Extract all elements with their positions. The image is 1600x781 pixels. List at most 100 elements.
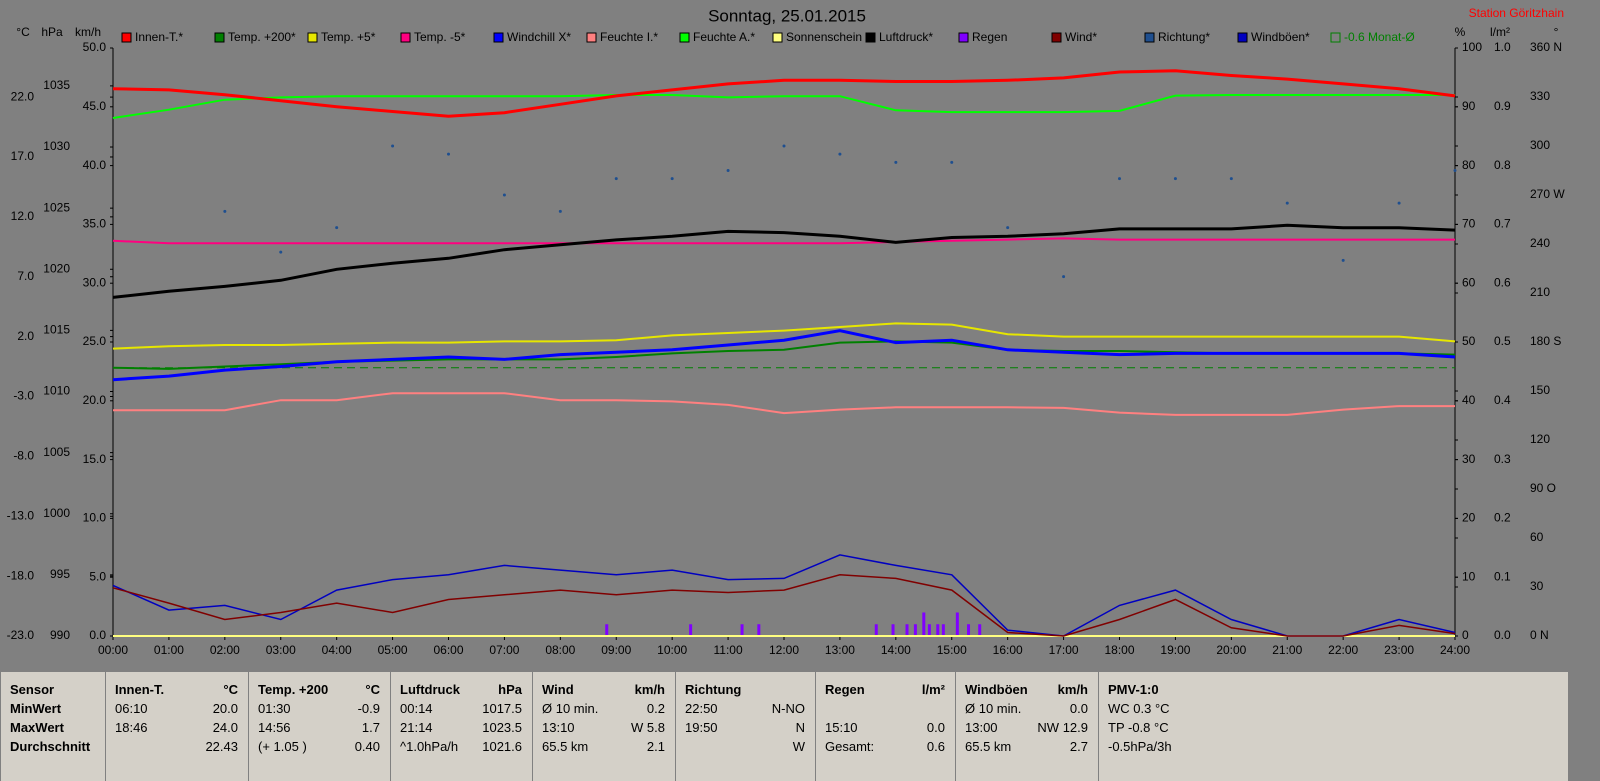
legend-label: Temp. +200*	[228, 30, 296, 44]
legend-label: Wind*	[1065, 30, 1097, 44]
direction-dot	[894, 160, 898, 164]
y-tick-label: 1005	[43, 445, 70, 459]
series-line	[112, 94, 1455, 119]
direction-dot	[838, 152, 842, 156]
y-tick-label: 0	[1462, 628, 1469, 642]
y-tick-label: 90	[1462, 99, 1476, 113]
x-tick-label: 01:00	[154, 643, 184, 657]
legend-label: Feuchte A.*	[693, 30, 755, 44]
direction-dot	[502, 193, 506, 197]
x-tick-label: 06:00	[433, 643, 463, 657]
y-tick-label: 300	[1530, 138, 1550, 152]
series-line	[112, 69, 1456, 118]
x-tick-label: 13:00	[825, 643, 855, 657]
table-cell: N-NO	[771, 701, 805, 716]
direction-dot	[1062, 275, 1066, 279]
y-tick-label: 100	[1462, 40, 1482, 54]
direction-dot	[558, 209, 562, 213]
table-cell: 22.43	[205, 739, 238, 754]
table-cell: 19:50	[685, 720, 718, 735]
column-header: PMV-1:0	[1108, 682, 1159, 697]
direction-dot	[950, 160, 954, 164]
chart: Sonntag, 25.01.2015 Station Göritzhain °…	[7, 6, 1566, 657]
table-cell: 13:10	[542, 720, 575, 735]
y-tick-label: 0.5	[1494, 334, 1511, 348]
y-tick-label: 120	[1530, 432, 1550, 446]
y-tick-label: 0.2	[1494, 511, 1511, 525]
x-tick-label: 00:00	[98, 643, 128, 657]
direction-dot	[1341, 258, 1345, 262]
rain-bar	[967, 624, 971, 636]
table-cell: 1021.6	[482, 739, 522, 754]
table-column: Regen l/m² 15:10 0.0 Gesamt: 0.6	[815, 672, 955, 781]
direction-dot	[1006, 226, 1010, 230]
table-cell: 2.1	[646, 739, 665, 754]
y-tick-label: 30.0	[83, 275, 107, 289]
direction-dot	[726, 169, 730, 172]
table-cell: 1023.5	[482, 720, 522, 735]
direction-dot	[279, 250, 283, 254]
rain-bar	[927, 624, 931, 636]
y-tick-label: 1010	[43, 384, 70, 398]
y-tick-label: 0.6	[1494, 275, 1511, 289]
x-tick-label: 04:00	[322, 643, 352, 657]
rain-bar	[936, 624, 940, 636]
table-cell: 24.0	[212, 720, 238, 735]
direction-dot	[1285, 201, 1289, 205]
column-unit: °C	[365, 682, 380, 697]
rain-bar	[913, 624, 917, 636]
rain-bar	[689, 624, 693, 636]
table-cell: -0.5hPa/3h	[1108, 739, 1172, 754]
y-tick-label: 0.8	[1494, 158, 1511, 172]
column-header: Sensor	[10, 682, 55, 697]
x-tick-label: 12:00	[769, 643, 799, 657]
table-cell: NW 12.9	[1037, 720, 1088, 735]
y-tick-label: 15.0	[83, 452, 107, 466]
rain-bar	[874, 624, 878, 636]
y-tick-label: 1030	[43, 139, 70, 153]
y-tick-label: 995	[50, 567, 70, 581]
y-tick-label: 35.0	[83, 217, 107, 231]
x-tick-label: 15:00	[937, 643, 967, 657]
y-tick-label: 20	[1462, 511, 1476, 525]
x-tick-label: 23:00	[1384, 643, 1414, 657]
legend-label: Luftdruck*	[879, 30, 933, 44]
rain-bar	[978, 624, 982, 636]
legend-label: Feuchte I.*	[600, 30, 658, 44]
chart-title: Sonntag, 25.01.2015	[708, 6, 866, 25]
axis-unit: hPa	[41, 25, 63, 39]
x-tick-label: 02:00	[210, 643, 240, 657]
y-tick-label: 0.9	[1494, 99, 1511, 113]
table-cell: WC 0.3 °C	[1108, 701, 1170, 716]
series-line	[112, 574, 1456, 637]
legend-swatch	[958, 32, 969, 43]
table-cell: 1.7	[361, 720, 380, 735]
y-tick-label: 1035	[43, 78, 70, 92]
y-tick-label: 0.0	[89, 628, 106, 642]
table-cell: 0.0	[926, 720, 945, 735]
y-tick-label: 2.0	[17, 329, 34, 343]
y-tick-label: 90 O	[1530, 481, 1556, 495]
y-tick-label: 17.0	[11, 149, 35, 163]
legend-swatch	[493, 32, 504, 43]
y-tick-label: 10	[1462, 569, 1476, 583]
y-tick-label: -18.0	[7, 568, 35, 582]
column-header: Temp. +200	[258, 682, 329, 697]
x-tick-label: 24:00	[1440, 643, 1470, 657]
column-header: Wind	[542, 682, 574, 697]
series-line	[112, 329, 1456, 382]
column-header: Richtung	[685, 682, 742, 697]
rain-bar	[740, 624, 744, 636]
legend-label: Sonnenschein	[786, 30, 862, 44]
legend-label: Richtung*	[1158, 30, 1210, 44]
y-tick-label: -13.0	[7, 508, 35, 522]
legend-swatch	[586, 32, 597, 43]
table-cell: TP -0.8 °C	[1108, 720, 1169, 735]
x-tick-label: 18:00	[1104, 643, 1134, 657]
rain-bar	[922, 612, 926, 636]
x-tick-label: 07:00	[489, 643, 519, 657]
table-column: Windböen km/h Ø 10 min. 0.0 13:00 NW 12.9 65.5…	[955, 672, 1098, 781]
table-cell: Gesamt:	[825, 739, 875, 754]
y-tick-label: 150	[1530, 383, 1550, 397]
